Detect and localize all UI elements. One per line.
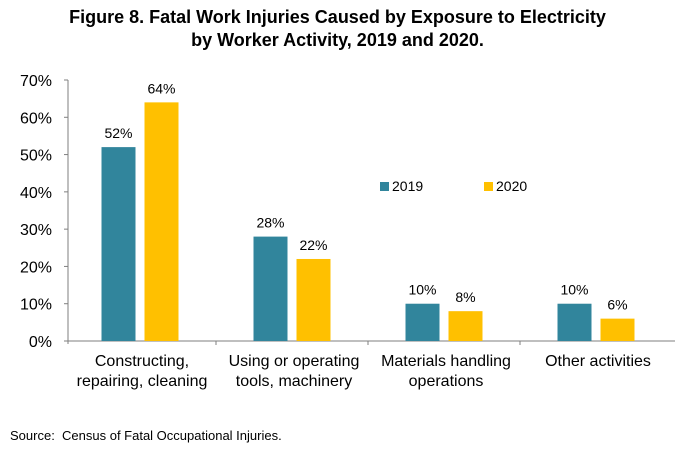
bar-2020 [144,102,179,341]
bar-2020 [296,258,331,341]
data-label-2019: 52% [104,125,132,141]
bar-2019 [405,303,440,341]
chart-title: Figure 8. Fatal Work Injuries Caused by … [0,6,675,52]
y-tick-label: 60% [20,110,52,127]
x-tick-label: Other activities [545,353,651,370]
y-tick-label: 20% [20,259,52,276]
legend-label-2020: 2020 [496,178,527,194]
x-tick-label: Constructing, [95,353,189,370]
y-tick-label: 50% [20,148,52,165]
x-tick-label: operations [409,373,484,390]
legend-label-2019: 2019 [392,178,423,194]
data-label-2020: 22% [299,237,327,253]
chart-title-line-2: by Worker Activity, 2019 and 2020. [191,30,484,50]
bar-2019 [101,147,136,341]
data-label-2020: 64% [147,80,175,96]
x-tick-label: Using or operating [229,353,360,370]
chart-title-line-1: Figure 8. Fatal Work Injuries Caused by … [69,7,606,27]
y-tick-label: 30% [20,222,52,239]
bar-2020 [448,311,483,341]
x-tick-label: tools, machinery [236,373,353,390]
x-tick-label: repairing, cleaning [77,373,208,390]
legend-swatch-2019 [380,182,389,191]
y-tick-label: 40% [20,185,52,202]
y-tick-label: 0% [29,334,52,351]
x-tick-label: Materials handling [381,353,511,370]
source-note: Source: Census of Fatal Occupational Inj… [10,428,282,443]
data-label-2019: 28% [256,215,284,231]
data-label-2019: 10% [560,282,588,298]
data-label-2020: 8% [455,289,475,305]
data-label-2020: 6% [607,297,627,313]
y-tick-label: 10% [20,297,52,314]
bar-2020 [600,318,635,341]
data-label-2019: 10% [408,282,436,298]
bar-2019 [253,236,288,341]
bar-2019 [557,303,592,341]
y-tick-label: 70% [20,73,52,90]
legend-swatch-2020 [484,182,493,191]
